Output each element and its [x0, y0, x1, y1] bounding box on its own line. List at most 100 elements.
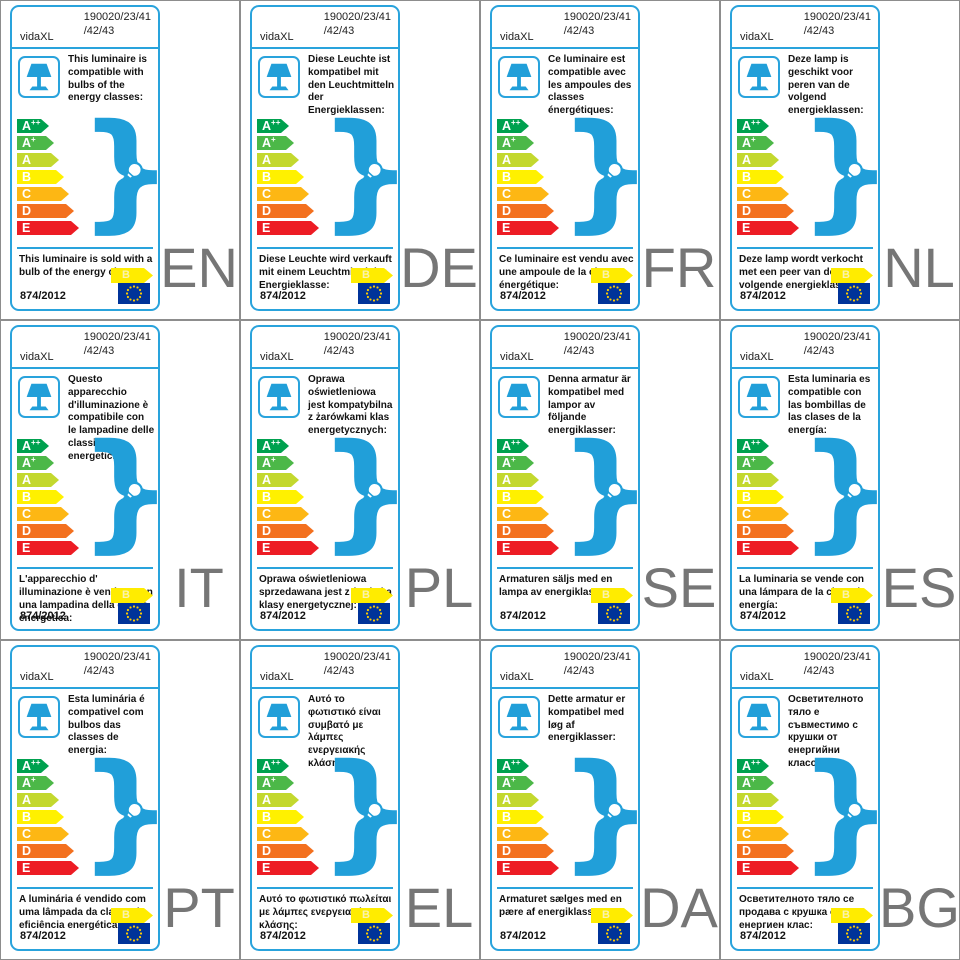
compatibility-section: Diese Leuchte ist kompatibel mit den Leu…	[252, 49, 398, 116]
energy-class-arrow-c: C	[17, 507, 69, 521]
table-lamp-icon	[746, 703, 772, 731]
regulation-number: 874/2012	[740, 290, 786, 302]
section-divider	[257, 887, 393, 889]
section-divider	[257, 567, 393, 569]
energy-label-cell: vidaXL 190020/23/41 /42/43 Осветителното…	[720, 640, 960, 960]
brand-text: vidaXL	[740, 671, 774, 683]
energy-class-arrow-e: E	[17, 861, 79, 875]
energy-class-arrow-a: A	[497, 153, 539, 167]
regulation-number: 874/2012	[500, 610, 546, 622]
model-line2: /42/43	[83, 664, 115, 677]
bulb-icon	[602, 161, 623, 183]
energy-class-arrow-a: A	[737, 793, 779, 807]
energy-class-arrow-a-plus: A+	[497, 136, 534, 150]
energy-class-arrow-a-plus-plus: A++	[17, 439, 49, 453]
language-code: ES	[881, 556, 957, 619]
bulb-icon	[362, 481, 383, 503]
sold-with-section: A luminária é vendido com uma lâmpada da…	[12, 891, 158, 933]
regulation-number: 874/2012	[260, 930, 306, 942]
energy-label: vidaXL 190020/23/41 /42/43 This luminair…	[10, 5, 174, 311]
regulation-number: 874/2012	[740, 610, 786, 622]
energy-class-arrow-e: E	[497, 221, 559, 235]
table-lamp-icon	[746, 383, 772, 411]
bulb-class-arrow: B	[111, 588, 153, 603]
bulb-icon	[842, 161, 863, 183]
label-header: vidaXL 190020/23/41 /42/43	[12, 647, 158, 689]
brand-text: vidaXL	[260, 671, 294, 683]
compatibility-text: Esta luminária é compativel com bulbos d…	[68, 694, 145, 757]
energy-class-arrow-a: A	[737, 473, 779, 487]
energy-scale-section: A++ A+ A B C D E }	[732, 108, 894, 247]
model-line1: 190020/23/41	[563, 651, 631, 663]
energy-class-arrows: A++ A+ A B C D E	[737, 119, 799, 238]
model-line1: 190020/23/41	[803, 11, 871, 23]
brace-glyph: }	[78, 97, 174, 246]
energy-class-arrow-c: C	[737, 507, 789, 521]
energy-class-arrow-d: D	[737, 204, 794, 218]
table-lamp-icon	[26, 63, 52, 91]
model-line1: 190020/23/41	[323, 651, 391, 663]
brand-text: vidaXL	[740, 351, 774, 363]
energy-class-arrow-e: E	[257, 541, 319, 555]
energy-scale-section: A++ A+ A B C D E }	[492, 108, 654, 247]
energy-class-arrow-c: C	[17, 827, 69, 841]
brand-text: vidaXL	[260, 31, 294, 43]
energy-class-arrows: A++ A+ A B C D E	[737, 439, 799, 558]
label-header: vidaXL 190020/23/41 /42/43	[492, 327, 638, 369]
model-line1: 190020/23/41	[803, 651, 871, 663]
energy-label-cell: vidaXL 190020/23/41 /42/43 Αυτό το φωτισ…	[240, 640, 480, 960]
sold-with-section: Diese Leuchte wird verkauft mit einem Le…	[252, 251, 398, 293]
compatibility-text: Oprawa oświetleniowa jest kompatybilna z…	[308, 374, 393, 437]
lamp-icon-box	[738, 696, 780, 738]
lamp-icon-box	[258, 696, 300, 738]
brace-glyph: }	[318, 97, 414, 246]
model-number: 190020/23/41 /42/43	[804, 331, 871, 359]
energy-class-arrow-b: B	[737, 170, 784, 184]
bulb-icon	[122, 481, 143, 503]
energy-class-arrow-b: B	[737, 490, 784, 504]
eu-flag-icon	[598, 603, 630, 624]
energy-class-arrow-a-plus: A+	[257, 136, 294, 150]
energy-class-arrow-d: D	[17, 204, 74, 218]
energy-label-cell: vidaXL 190020/23/41 /42/43 Ce luminaire …	[480, 0, 720, 320]
table-lamp-icon	[506, 703, 532, 731]
sold-with-section: Oprawa oświetleniowa sprzedawana jest z …	[252, 571, 398, 613]
section-divider	[497, 887, 633, 889]
language-code: NL	[883, 236, 955, 299]
energy-class-arrow-a: A	[17, 153, 59, 167]
energy-class-arrows: A++ A+ A B C D E	[497, 439, 559, 558]
bulb-class-arrow: B	[591, 268, 633, 283]
compatibility-text: Dette armatur er kompatibel med løg af e…	[548, 694, 626, 744]
energy-class-arrow-a-plus-plus: A++	[497, 759, 529, 773]
energy-label: vidaXL 190020/23/41 /42/43 Questo appare…	[10, 325, 174, 631]
energy-class-arrow-a: A	[497, 793, 539, 807]
energy-scale-section: A++ A+ A B C D E }	[492, 748, 654, 887]
bulb-icon	[842, 801, 863, 823]
table-lamp-icon	[746, 63, 772, 91]
energy-class-arrow-a: A	[257, 473, 299, 487]
bulb-class-letter: B	[122, 909, 130, 921]
bulb-class-arrow: B	[591, 908, 633, 923]
bulb-class-arrow: B	[351, 268, 393, 283]
energy-class-arrow-a-plus-plus: A++	[737, 119, 769, 133]
model-line1: 190020/23/41	[83, 11, 151, 23]
lamp-icon-box	[738, 376, 780, 418]
energy-class-arrow-c: C	[497, 507, 549, 521]
lamp-icon-box	[18, 696, 60, 738]
model-number: 190020/23/41 /42/43	[84, 11, 151, 39]
brace-glyph: }	[798, 417, 894, 566]
energy-class-arrow-d: D	[497, 844, 554, 858]
section-divider	[737, 247, 873, 249]
compatibility-section: Αυτό το φωτιστικό είναι συμβατό με λάμπε…	[252, 689, 398, 769]
lamp-icon-box	[258, 376, 300, 418]
sold-with-section: Осветителното тяло се продава с крушка о…	[732, 891, 878, 933]
energy-class-arrow-e: E	[257, 221, 319, 235]
energy-label: vidaXL 190020/23/41 /42/43 Esta luminári…	[10, 645, 174, 951]
sold-with-text: Ce luminaire est vendu avec une ampoule …	[499, 254, 634, 291]
model-line1: 190020/23/41	[83, 331, 151, 343]
energy-class-arrow-a-plus-plus: A++	[737, 759, 769, 773]
energy-label: vidaXL 190020/23/41 /42/43 Ce luminaire …	[490, 5, 654, 311]
language-code: PT	[163, 876, 235, 939]
language-code: FR	[641, 236, 717, 299]
